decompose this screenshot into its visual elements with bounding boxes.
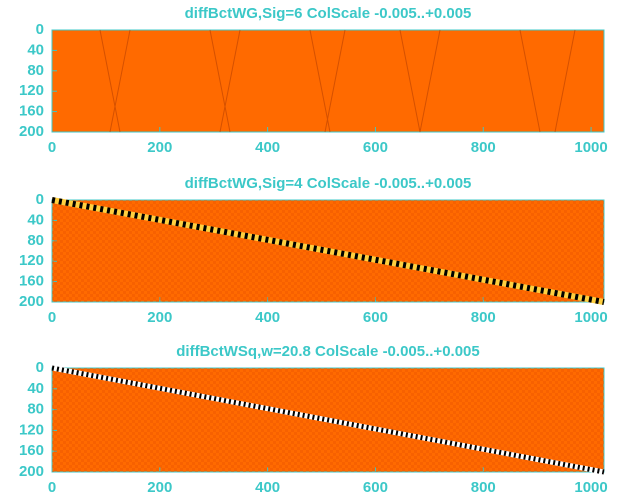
x-tick-label: 800 [471, 139, 496, 156]
y-tick-label: 0 [36, 359, 44, 376]
y-tick-label: 200 [19, 123, 44, 140]
y-tick-label: 120 [19, 421, 44, 438]
y-tick-label: 0 [36, 191, 44, 208]
x-tick-label: 200 [147, 479, 172, 496]
y-tick-label: 200 [19, 463, 44, 480]
y-tick-label: 120 [19, 82, 44, 99]
x-tick-label: 1000 [574, 479, 607, 496]
chart-title: diffBctWG,Sig=4 ColScale -0.005..+0.005 [185, 175, 472, 192]
x-tick-label: 600 [363, 139, 388, 156]
x-tick-label: 200 [147, 139, 172, 156]
y-tick-label: 200 [19, 293, 44, 310]
heatmap-image [52, 200, 604, 302]
x-tick-label: 600 [363, 479, 388, 496]
x-tick-label: 400 [255, 309, 280, 326]
y-tick-label: 40 [27, 41, 44, 58]
heatmap-image [52, 368, 604, 472]
x-tick-label: 800 [471, 479, 496, 496]
heatmap-image [52, 30, 604, 132]
y-tick-label: 160 [19, 442, 44, 459]
chart-title: diffBctWSq,w=20.8 ColScale -0.005..+0.00… [176, 343, 479, 360]
x-tick-label: 400 [255, 479, 280, 496]
y-tick-label: 120 [19, 252, 44, 269]
y-tick-label: 0 [36, 21, 44, 38]
chart-title: diffBctWG,Sig=6 ColScale -0.005..+0.005 [185, 5, 472, 22]
x-tick-label: 1000 [574, 139, 607, 156]
y-tick-label: 160 [19, 273, 44, 290]
x-tick-label: 200 [147, 309, 172, 326]
plots: diffBctWG,Sig=6 ColScale -0.005..+0.005 0… [19, 5, 608, 496]
x-tick-label: 0 [48, 479, 56, 496]
y-tick-label: 80 [27, 401, 44, 418]
y-tick-label: 80 [27, 62, 44, 79]
y-tick-label: 160 [19, 103, 44, 120]
x-tick-label: 0 [48, 139, 56, 156]
y-tick-label: 40 [27, 380, 44, 397]
x-tick-label: 1000 [574, 309, 607, 326]
x-tick-label: 600 [363, 309, 388, 326]
y-tick-label: 80 [27, 232, 44, 249]
y-tick-label: 40 [27, 211, 44, 228]
x-tick-label: 800 [471, 309, 496, 326]
x-tick-label: 400 [255, 139, 280, 156]
x-tick-label: 0 [48, 309, 56, 326]
